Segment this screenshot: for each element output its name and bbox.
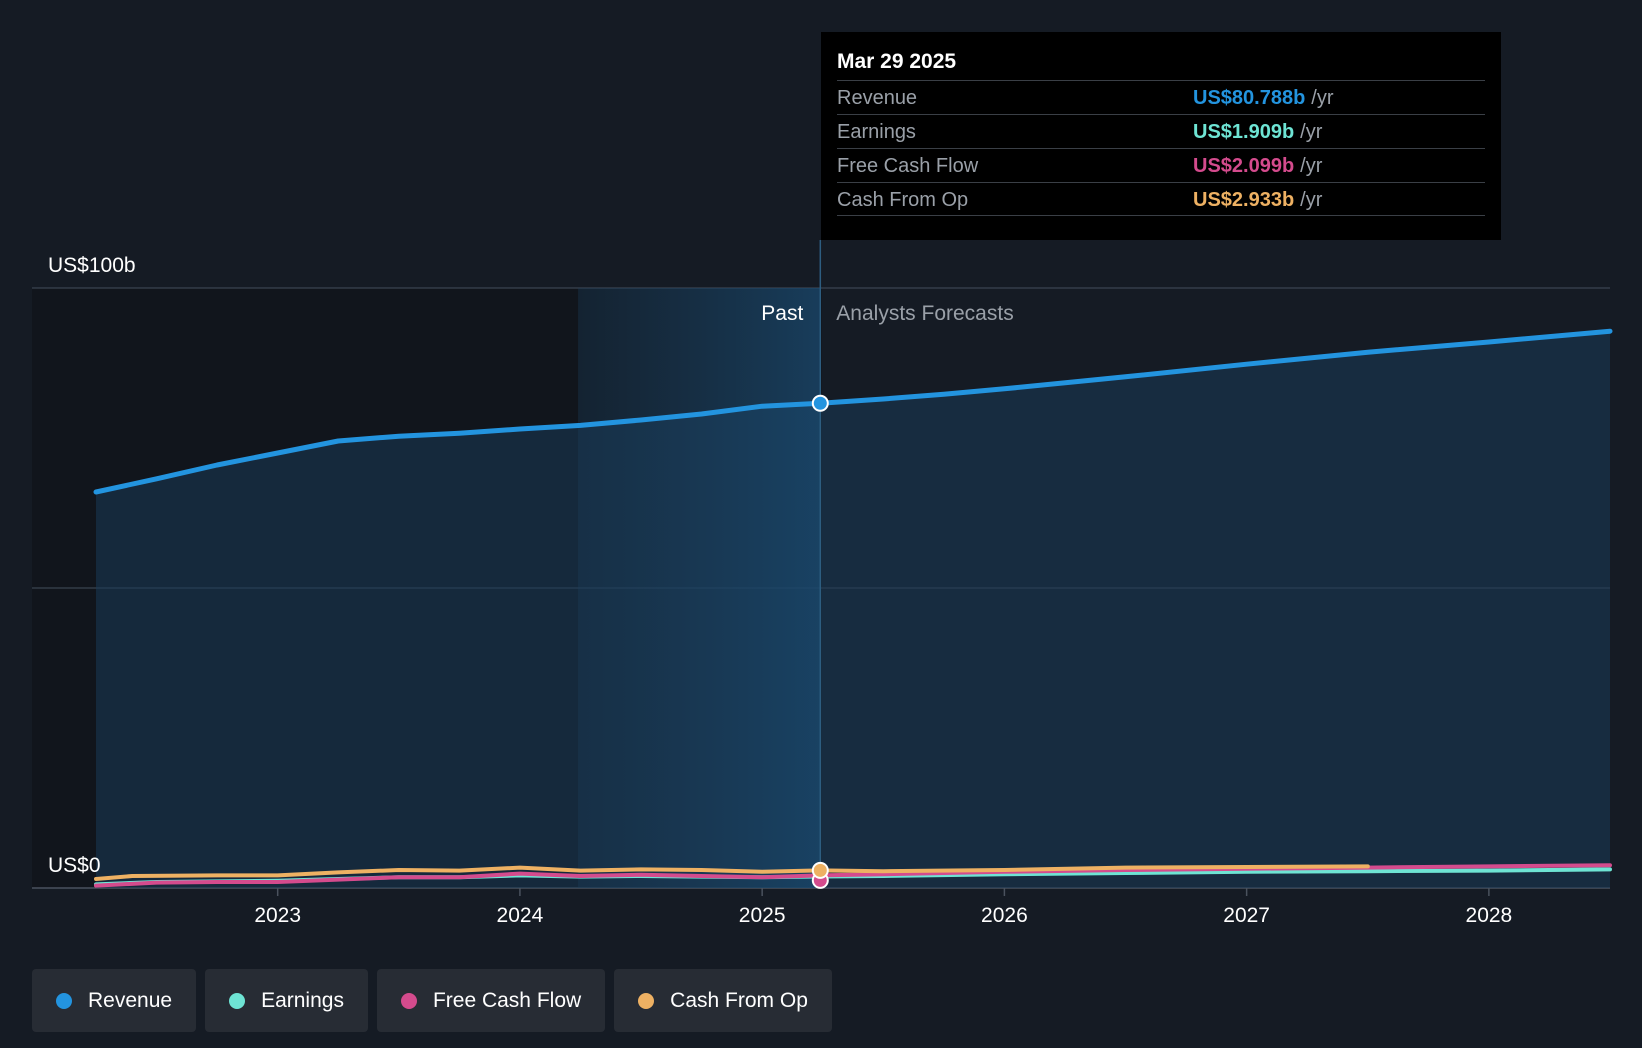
- legend-label: Cash From Op: [670, 988, 808, 1012]
- legend-dot-icon: [56, 992, 72, 1009]
- forecast-label: Analysts Forecasts: [836, 302, 1013, 325]
- legend-item-free-cash-flow[interactable]: Free Cash Flow: [376, 969, 606, 1032]
- x-tick-label: 2023: [254, 904, 301, 927]
- x-tick-label: 2027: [1223, 904, 1270, 927]
- past-highlight-band: [578, 288, 821, 888]
- tooltip-row-earnings: Earnings US$1.909b /yr: [837, 114, 1485, 148]
- tooltip-row-free-cash-flow: Free Cash Flow US$2.099b /yr: [837, 148, 1485, 182]
- y-axis-bottom-label: US$0: [48, 854, 101, 877]
- tooltip-label: Free Cash Flow: [837, 155, 979, 177]
- tooltip-value: US$80.788b: [1193, 87, 1306, 109]
- tooltip-unit: /yr: [1311, 87, 1334, 109]
- tooltip-label: Cash From Op: [837, 189, 969, 211]
- legend-label: Earnings: [261, 988, 344, 1012]
- legend-dot-icon: [400, 992, 417, 1009]
- x-tick-label: 2024: [497, 904, 544, 927]
- x-tick-label: 2025: [739, 904, 786, 927]
- marker-revenue: [811, 394, 829, 412]
- tooltip-label: Earnings: [837, 121, 916, 143]
- marker-cash-from-op: [811, 861, 829, 879]
- legend-label: Free Cash Flow: [432, 988, 582, 1012]
- tooltip-row-cash-from-op: Cash From Op US$2.933b /yr: [837, 182, 1485, 216]
- series-line-revenue: [93, 328, 1613, 495]
- tooltip-value: US$2.099b: [1193, 155, 1295, 177]
- legend-label: Revenue: [88, 988, 173, 1012]
- legend-dot-icon: [638, 992, 655, 1009]
- tooltip-row-revenue: Revenue US$80.788b /yr: [837, 80, 1485, 114]
- legend-dot-icon: [229, 992, 246, 1009]
- tooltip-date: Mar 29 2025: [837, 50, 957, 73]
- series-line-cash-from-op: [94, 864, 1370, 881]
- tooltip-label: Revenue: [837, 87, 918, 109]
- legend-item-cash-from-op[interactable]: Cash From Op: [614, 969, 832, 1032]
- hover-tooltip: Mar 29 2025 Revenue US$80.788b /yr Earni…: [821, 32, 1501, 240]
- legend-item-earnings[interactable]: Earnings: [205, 969, 368, 1032]
- chart-area: Past Analysts Forecasts US$100b US$0 202…: [32, 240, 1613, 927]
- y-axis-top-label: US$100b: [48, 254, 136, 277]
- past-label: Past: [761, 302, 803, 325]
- tooltip-unit: /yr: [1300, 189, 1323, 211]
- legend-item-revenue[interactable]: Revenue: [32, 969, 197, 1032]
- chart-legend: Revenue Earnings Free Cash Flow Cash Fro…: [32, 969, 832, 1032]
- tooltip-value: US$1.909b: [1193, 121, 1295, 143]
- revenue-area: [96, 331, 1610, 888]
- x-tick-label: 2028: [1466, 904, 1513, 927]
- tooltip-unit: /yr: [1300, 121, 1323, 143]
- x-tick-label: 2026: [981, 904, 1028, 927]
- tooltip-value: US$2.933b: [1193, 189, 1295, 211]
- tooltip-unit: /yr: [1300, 155, 1323, 177]
